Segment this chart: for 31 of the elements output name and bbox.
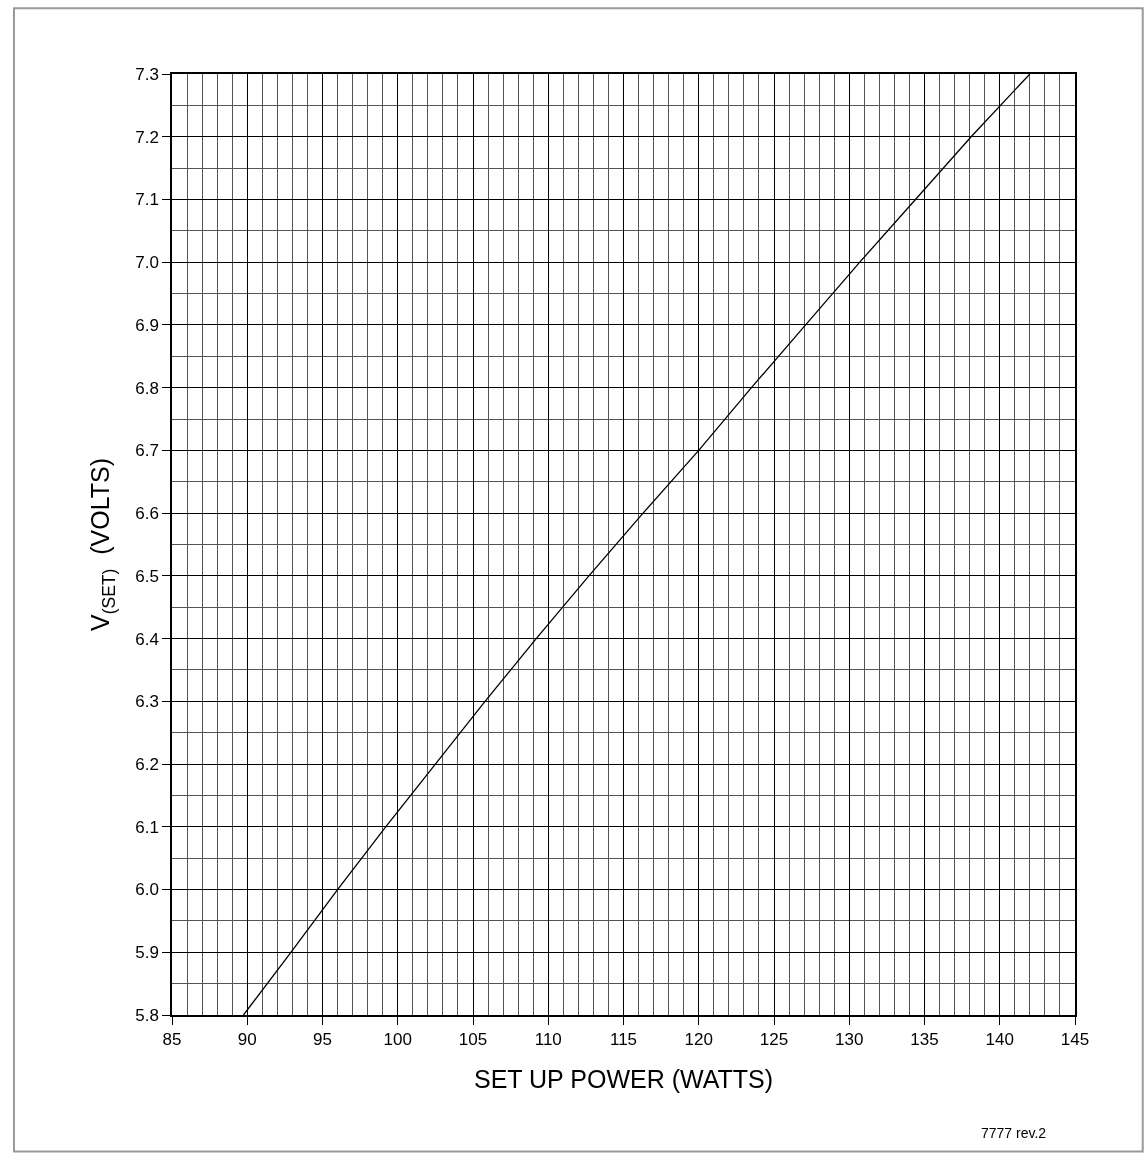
y-tick-label: 5.9 (135, 943, 159, 963)
y-tick-label: 6.0 (135, 880, 159, 900)
y-tick-label: 7.0 (135, 253, 159, 273)
y-tick-label: 6.4 (135, 629, 159, 649)
y-tick-label: 6.8 (135, 378, 159, 398)
y-tick-label: 6.9 (135, 315, 159, 335)
x-tick-label: 140 (985, 1030, 1014, 1050)
x-tick-label: 105 (458, 1030, 488, 1050)
x-tick-label: 125 (759, 1030, 789, 1050)
x-tick-label: 115 (609, 1030, 638, 1050)
y-tick-label: 7.3 (135, 64, 159, 84)
text: 7777 rev.2 (981, 1125, 1047, 1141)
y-tick-label: 5.8 (135, 1005, 159, 1025)
x-tick-label: 100 (383, 1030, 412, 1050)
y-tick-label: 6.6 (135, 504, 159, 524)
x-tick-label: 90 (237, 1030, 257, 1050)
x-tick-label: 145 (1060, 1030, 1090, 1050)
y-tick-label: 6.5 (135, 566, 159, 586)
x-tick-label: 135 (910, 1030, 939, 1050)
x-axis-title: SET UP POWER (WATTS) (473, 1064, 774, 1093)
y-tick-label: 7.1 (135, 190, 159, 210)
y-tick-label: 6.1 (135, 817, 159, 837)
x-tick-label: 95 (313, 1030, 332, 1050)
y-tick-label: 6.3 (135, 692, 159, 712)
x-tick-label: 130 (835, 1030, 864, 1050)
x-tick-label: 120 (684, 1030, 713, 1050)
y-tick-label: 7.2 (135, 127, 159, 147)
x-tick-label: 110 (534, 1030, 562, 1050)
y-tick-label: 6.7 (135, 441, 159, 461)
y-tick-label: 6.2 (135, 755, 159, 775)
x-tick-label: 85 (162, 1030, 182, 1050)
